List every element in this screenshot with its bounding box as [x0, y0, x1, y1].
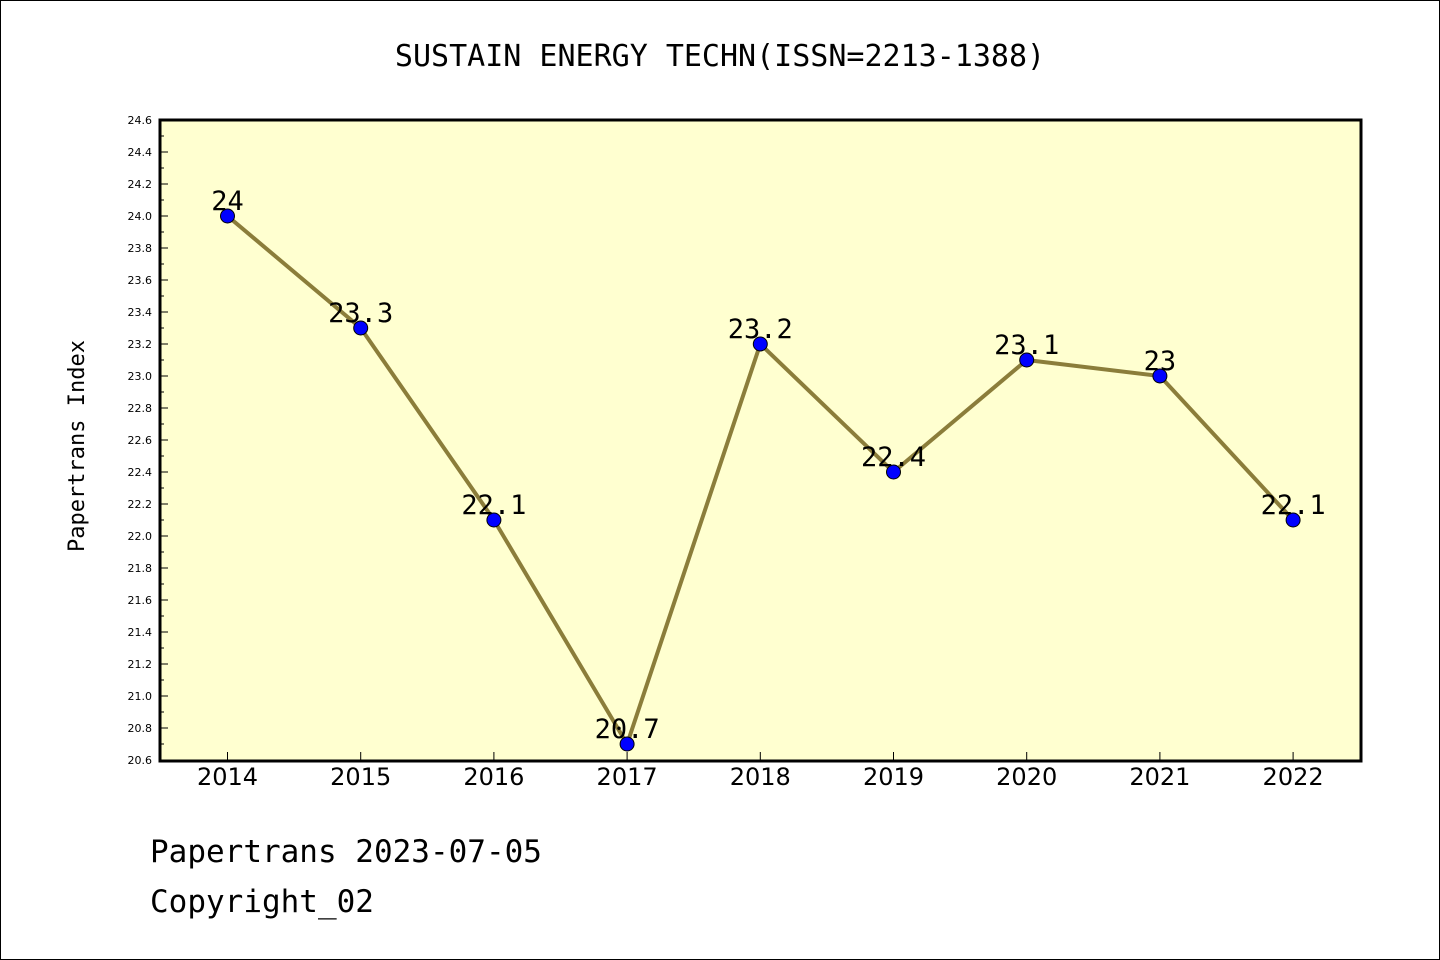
data-point-2022: [1285, 512, 1301, 528]
y-tick-label: 24.6: [128, 114, 153, 127]
y-tick-label: 20.8: [128, 722, 153, 735]
x-tick-label: 2022: [1263, 763, 1324, 791]
y-tick-label: 22.4: [128, 466, 153, 479]
y-tick-label: 23.8: [128, 242, 153, 255]
y-tick-label: 21.6: [128, 594, 153, 607]
data-point-2018: [752, 336, 768, 352]
y-tick-label: 23.4: [128, 306, 153, 319]
y-tick-label: 24.4: [128, 146, 153, 159]
data-label-2016: 22.1: [461, 490, 526, 521]
y-tick-label: 22.2: [128, 498, 153, 511]
y-tick-label: 24.0: [128, 210, 153, 223]
chart-title: SUSTAIN ENERGY TECHN(ISSN=2213-1388): [395, 39, 1045, 74]
data-label-2014: 24: [211, 186, 244, 217]
x-tick-label: 2019: [863, 763, 924, 791]
y-axis-ticks: 20.6 20.8 21.0 21.2 21.4 21.6 21.8 22.0 22.2 22.4…: [128, 114, 168, 767]
y-tick-label: 22.6: [128, 434, 153, 447]
y-tick-label: 22.0: [128, 530, 153, 543]
data-point-2016: [486, 512, 502, 528]
data-label-2017: 20.7: [595, 714, 660, 745]
data-label-2019: 22.4: [861, 442, 926, 473]
data-point-2020: [1019, 352, 1035, 368]
y-tick-label: 20.6: [128, 754, 153, 767]
data-label-2018: 23.2: [728, 314, 793, 345]
y-tick-label: 21.8: [128, 562, 153, 575]
footer-date: Papertrans 2023-07-05: [150, 834, 542, 870]
x-axis-ticks: 2014 2015 2016 2017 2018 2019 2020 2021 2022: [197, 752, 1324, 791]
y-axis-label: Papertrans Index: [65, 340, 90, 552]
y-tick-label: 23.0: [128, 370, 153, 383]
data-label-2015: 23.3: [328, 298, 393, 329]
data-point-2015: [353, 320, 369, 336]
data-point-2017: [619, 736, 635, 752]
data-labels: 24 23.3 22.1 20.7 23.2 22.4 23.1 23 22.1: [211, 186, 1325, 745]
y-tick-label: 23.6: [128, 274, 153, 287]
y-tick-label: 21.2: [128, 658, 153, 671]
x-tick-label: 2021: [1129, 763, 1190, 791]
y-tick-label: 23.2: [128, 338, 153, 351]
data-markers: [220, 208, 1301, 752]
data-point-2019: [886, 464, 901, 480]
data-label-2022: 22.1: [1261, 490, 1326, 521]
plot-area: [158, 118, 1363, 763]
x-tick-label: 2014: [197, 763, 258, 791]
data-label-2020: 23.1: [994, 330, 1059, 361]
x-tick-label: 2015: [330, 763, 391, 791]
y-tick-label: 24.2: [128, 178, 153, 191]
x-tick-label: 2016: [463, 763, 524, 791]
y-tick-label: 22.8: [128, 402, 153, 415]
data-point-2021: [1152, 368, 1168, 384]
x-tick-label: 2020: [996, 763, 1057, 791]
footer-copyright: Copyright_02: [150, 884, 374, 920]
x-tick-label: 2017: [597, 763, 658, 791]
y-tick-label: 21.0: [128, 690, 153, 703]
y-tick-label: 21.4: [128, 626, 153, 639]
x-tick-label: 2018: [730, 763, 791, 791]
data-label-2021: 23: [1144, 346, 1177, 377]
data-point-2014: [220, 208, 235, 224]
